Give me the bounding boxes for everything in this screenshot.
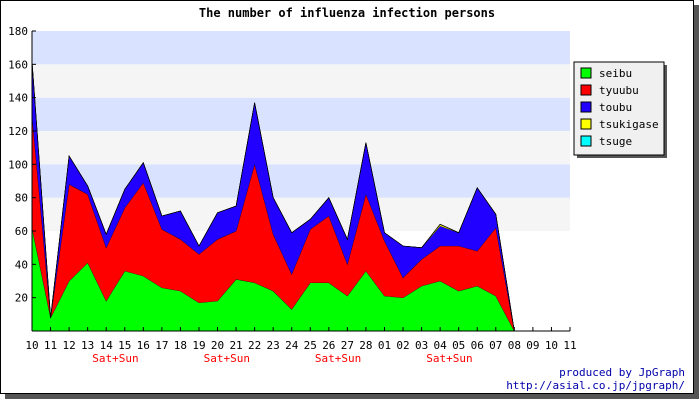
x-tick-label: 06 [471,339,484,352]
y-tick-label: 40 [15,258,28,271]
x-tick-label: 07 [489,339,502,352]
line-series-tsuge [31,60,570,332]
legend-label-toubu: toubu [599,101,632,114]
x-tick-label: 15 [118,339,131,352]
x-tick-label: 08 [508,339,521,352]
x-tick-label: 25 [304,339,317,352]
y-tick-label: 160 [8,58,28,71]
x-tick-label: 12 [62,339,75,352]
credit-line-1: produced by JpGraph [559,366,685,379]
legend-swatch-tsuge [580,135,592,147]
legend-swatch-tyuubu [580,84,592,96]
legend-swatch-toubu [580,101,592,113]
legend-swatch-seibu [580,67,592,79]
y-tick-label: 180 [8,25,28,38]
y-tick-label: 60 [15,225,28,238]
x-tick-label: 04 [434,339,448,352]
x-tick-label: 17 [155,339,168,352]
y-tick-label: 100 [8,158,28,171]
x-tick-label: 16 [137,339,150,352]
weekend-label: Sat+Sun [92,352,138,365]
x-tick-label: 27 [341,339,354,352]
legend-label-tyuubu: tyuubu [599,84,639,97]
legend-swatch-tsukigase [580,118,592,130]
credit-line-2[interactable]: http://asial.co.jp/jpgraph/ [506,379,685,392]
x-tick-label: 21 [229,339,242,352]
x-tick-label: 22 [248,339,261,352]
y-tick-label: 20 [15,292,28,305]
plot-band [32,131,570,165]
x-tick-label: 19 [192,339,205,352]
chart-frame: The number of influenza infection person… [0,0,694,394]
x-tick-label: 03 [415,339,428,352]
x-tick-label: 10 [545,339,558,352]
legend-label-seibu: seibu [599,67,632,80]
chart: The number of influenza infection person… [8,6,667,365]
y-tick-label: 80 [15,192,28,205]
x-tick-label: 05 [452,339,465,352]
x-tick-label: 14 [100,339,114,352]
x-tick-label: 10 [25,339,38,352]
plot-band [32,164,570,198]
x-tick-label: 26 [322,339,335,352]
x-tick-label: 01 [378,339,391,352]
plot-band [32,97,570,131]
x-tick-label: 09 [526,339,539,352]
area-series-seibu [32,227,570,331]
x-tick-label: 18 [174,339,187,352]
weekend-label: Sat+Sun [315,352,361,365]
plot-band [32,64,570,98]
x-tick-label: 13 [81,339,94,352]
x-tick-label: 02 [396,339,409,352]
chart-title: The number of influenza infection person… [199,6,495,20]
legend-label-tsukigase: tsukigase [599,118,659,131]
legend-label-tsuge: tsuge [599,135,632,148]
plot-band [32,31,570,65]
weekend-label: Sat+Sun [204,352,250,365]
area-series-tyuubu [32,114,570,331]
x-tick-label: 24 [285,339,299,352]
x-tick-label: 11 [44,339,57,352]
y-tick-label: 140 [8,92,28,105]
x-tick-label: 11 [563,339,576,352]
x-tick-label: 23 [267,339,280,352]
x-tick-label: 20 [211,339,224,352]
y-tick-label: 120 [8,125,28,138]
x-tick-label: 28 [359,339,372,352]
weekend-label: Sat+Sun [426,352,472,365]
